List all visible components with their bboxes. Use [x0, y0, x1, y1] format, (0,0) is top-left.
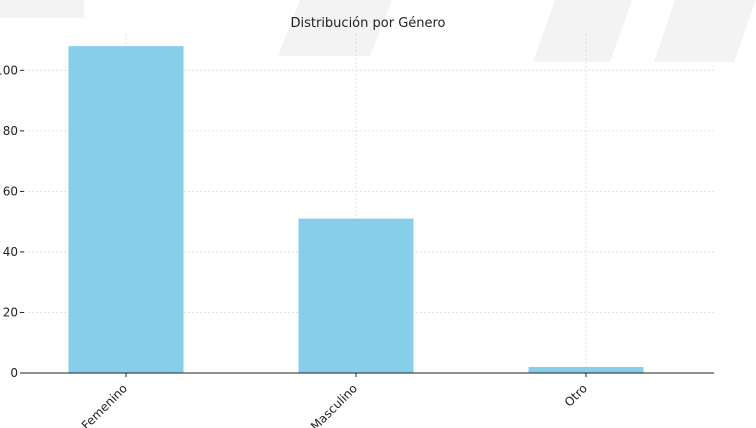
y-tick-label: 60: [3, 184, 18, 198]
y-tick-label: 80: [3, 124, 18, 138]
x-tick-label: Masculino: [308, 381, 360, 428]
y-tick-label: 20: [3, 305, 18, 319]
bar: [298, 218, 414, 373]
bar: [528, 366, 644, 373]
x-tick-label: Otro: [562, 381, 590, 409]
y-tick-label: 40: [3, 245, 18, 259]
y-ticks: 0 20 40 60 80 100: [0, 63, 24, 380]
bar: [68, 46, 184, 373]
x-ticks: Femenino Masculino Otro: [79, 373, 590, 428]
background-watermark: [0, 0, 756, 62]
chart-title: Distribución por Género: [290, 16, 445, 31]
y-tick-label: 100: [0, 63, 18, 77]
bars: [68, 46, 644, 373]
plot-area: 0 20 40 60 80 100 Femenino Masculino Otro: [0, 34, 714, 428]
x-tick-label: Femenino: [79, 381, 130, 428]
y-tick-label: 0: [10, 366, 18, 380]
